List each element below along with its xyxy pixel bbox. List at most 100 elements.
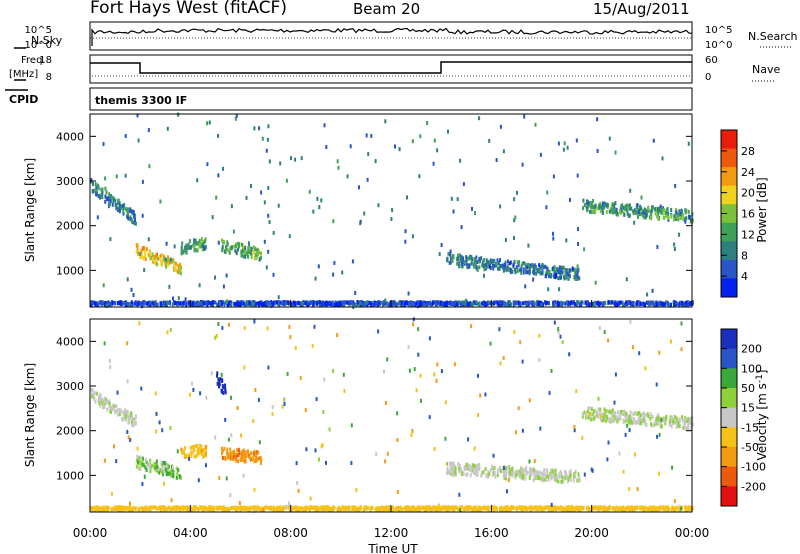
power-cell	[99, 193, 102, 198]
power-cell	[166, 259, 169, 264]
velocity-cell	[533, 459, 536, 464]
power-cell	[552, 236, 555, 241]
velocity-cell	[569, 473, 572, 477]
power-cell	[320, 198, 323, 203]
power-cell	[484, 266, 487, 271]
velocity-cell	[253, 459, 256, 464]
power-cell	[279, 161, 282, 166]
power-cell	[496, 300, 499, 305]
velocity-cell	[251, 506, 254, 510]
power-cell	[449, 252, 452, 257]
power-cell	[104, 199, 107, 204]
velocity-cell	[127, 435, 130, 440]
power-cell	[502, 149, 505, 154]
velocity-cell	[516, 507, 519, 512]
power-cell	[147, 252, 150, 257]
velocity-cell	[662, 418, 665, 423]
power-cell	[336, 302, 339, 307]
freq-panel: Freq. [MHz] 18 8 60 0 Nave	[9, 54, 780, 84]
power-cell	[354, 291, 357, 295]
velocity-cell	[219, 505, 222, 510]
power-cell	[603, 205, 606, 210]
velocity-cell	[320, 505, 323, 510]
power-cell	[270, 303, 273, 308]
power-cell	[592, 301, 595, 306]
power-cell	[330, 301, 333, 306]
velocity-cell	[620, 506, 623, 511]
power-cell	[487, 300, 490, 305]
power-cell	[667, 217, 670, 222]
velocity-cell	[443, 505, 446, 510]
power-cell	[265, 148, 268, 153]
power-cell	[576, 173, 579, 178]
velocity-cell	[444, 436, 447, 441]
power-cell	[249, 251, 252, 256]
velocity-cell	[365, 506, 368, 511]
power-cell	[405, 300, 408, 305]
power-cell	[175, 262, 178, 267]
power-cell	[642, 214, 645, 219]
velocity-cell	[227, 455, 230, 460]
velocity-cell	[175, 475, 178, 480]
velocity-cell	[210, 371, 213, 376]
velocity-cell	[115, 404, 118, 409]
velocity-cell	[176, 471, 179, 476]
velocity-cell	[531, 467, 534, 472]
velocity-cell	[157, 506, 160, 511]
velocity-cell	[171, 472, 174, 477]
power-cell	[173, 301, 176, 306]
power-cell	[556, 267, 558, 272]
velocity-cell	[528, 459, 531, 464]
power-cell	[195, 241, 198, 246]
power-cell	[167, 258, 170, 263]
velocity-cell	[243, 459, 246, 464]
power-cell	[181, 241, 184, 246]
power-cell	[201, 247, 204, 252]
power-cell	[633, 208, 636, 213]
velocity-cell	[627, 417, 630, 422]
power-cell	[362, 302, 364, 307]
power-cell	[449, 249, 452, 254]
velocity-cell	[639, 506, 642, 511]
velocity-cell	[369, 507, 372, 512]
velocity-cell	[655, 382, 658, 387]
power-cell	[419, 134, 422, 139]
velocity-cell	[448, 470, 450, 474]
velocity-cell	[463, 466, 466, 471]
power-cell	[484, 262, 487, 267]
power-cell	[626, 203, 628, 208]
power-cell	[451, 258, 454, 263]
velocity-cell	[191, 507, 194, 512]
velocity-cell	[603, 407, 606, 412]
power-cell	[384, 298, 387, 303]
power-colorbar-tick-label: 24	[741, 166, 755, 179]
power-cell	[489, 258, 492, 263]
velocity-cell	[641, 506, 644, 510]
power-cell	[149, 256, 152, 261]
velocity-cell	[329, 507, 331, 512]
velocity-cell	[242, 453, 245, 458]
velocity-cell	[581, 414, 584, 419]
power-cell	[689, 301, 692, 306]
power-cell	[516, 269, 519, 273]
velocity-cell	[502, 356, 505, 360]
velocity-colorbar-swatch	[721, 348, 737, 369]
power-cell	[173, 244, 176, 249]
power-cell	[540, 302, 543, 307]
power-cell	[654, 211, 657, 216]
power-cell	[644, 208, 647, 213]
velocity-cell	[269, 505, 272, 510]
power-cell	[217, 173, 220, 178]
power-cell	[513, 197, 516, 202]
power-cell	[196, 302, 199, 307]
power-cell	[106, 302, 109, 307]
velocity-cell	[367, 506, 369, 510]
velocity-cell	[455, 472, 458, 477]
power-cell	[540, 271, 543, 276]
velocity-cell	[386, 451, 389, 456]
power-cell	[166, 126, 169, 131]
power-cell	[393, 302, 396, 306]
velocity-cell	[560, 506, 563, 511]
power-cell	[513, 259, 516, 264]
velocity-cell	[532, 506, 535, 511]
